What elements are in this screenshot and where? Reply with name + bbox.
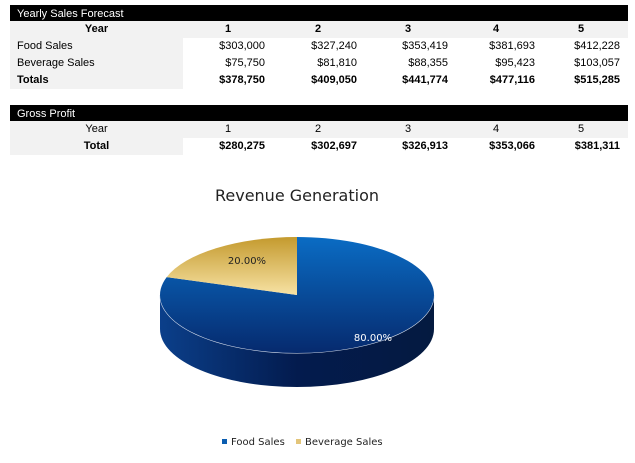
- cell: $280,275: [219, 140, 265, 152]
- cell: $327,240: [311, 40, 357, 52]
- cell: $477,116: [489, 74, 535, 86]
- legend-swatch-beverage: [296, 439, 301, 444]
- cell: $381,311: [574, 140, 620, 152]
- profit-table-title: Gross Profit: [10, 105, 628, 121]
- data-label-food: 80.00%: [354, 333, 392, 344]
- row-label: Food Sales: [10, 38, 183, 55]
- cell: $302,697: [311, 140, 357, 152]
- sales-forecast-table: Yearly Sales Forecast Year 1 2 3 4 5 Foo…: [10, 5, 628, 89]
- sales-table-title: Yearly Sales Forecast: [10, 5, 628, 21]
- cell: $353,066: [489, 140, 535, 152]
- year-5: 5: [578, 23, 585, 35]
- cell: $88,355: [408, 57, 448, 69]
- cell: $95,423: [495, 57, 535, 69]
- year-2: 2: [315, 123, 322, 135]
- data-label-beverage: 20.00%: [228, 256, 266, 267]
- chart-title: Revenue Generation: [215, 186, 379, 205]
- sales-header-row: Year 1 2 3 4 5: [10, 21, 628, 38]
- legend-label-beverage: Beverage Sales: [305, 437, 383, 448]
- year-2: 2: [315, 23, 322, 35]
- year-3: 3: [405, 23, 412, 35]
- row-label: Totals: [10, 72, 183, 89]
- year-1: 1: [225, 23, 232, 35]
- year-4: 4: [493, 23, 500, 35]
- food-sales-row: Food Sales $303,000 $327,240 $353,419 $3…: [10, 38, 628, 55]
- pie-slice-beverage: [166, 237, 297, 295]
- cell: $409,050: [311, 74, 357, 86]
- cell: $303,000: [219, 40, 265, 52]
- cell: $378,750: [219, 74, 265, 86]
- legend-label-food: Food Sales: [231, 437, 285, 448]
- profit-header-row: Year 1 2 3 4 5: [10, 121, 628, 138]
- cell: $515,285: [574, 74, 620, 86]
- legend-swatch-food: [222, 439, 227, 444]
- cell: $326,913: [402, 140, 448, 152]
- cell: $75,750: [225, 57, 265, 69]
- cell: $81,810: [317, 57, 357, 69]
- legend: Food Sales Beverage Sales: [222, 437, 383, 448]
- year-header: Year: [10, 21, 183, 38]
- year-1: 1: [225, 123, 232, 135]
- gross-profit-table: Gross Profit Year 1 2 3 4 5 Total $280,2…: [10, 105, 628, 155]
- year-4: 4: [493, 123, 500, 135]
- cell: $441,774: [402, 74, 448, 86]
- cell: $412,228: [574, 40, 620, 52]
- beverage-sales-row: Beverage Sales $75,750 $81,810 $88,355 $…: [10, 55, 628, 72]
- year-5: 5: [578, 123, 585, 135]
- cell: $353,419: [402, 40, 448, 52]
- pie-side-food: [160, 295, 434, 387]
- year-3: 3: [405, 123, 412, 135]
- row-label: Total: [10, 138, 183, 155]
- profit-total-row: Total $280,275 $302,697 $326,913 $353,06…: [10, 138, 628, 155]
- cell: $103,057: [574, 57, 620, 69]
- revenue-pie-chart: Revenue Generation 80.00% 20.00% Food Sal…: [159, 186, 435, 448]
- year-header: Year: [10, 121, 183, 138]
- row-label: Beverage Sales: [10, 55, 183, 72]
- totals-row: Totals $378,750 $409,050 $441,774 $477,1…: [10, 72, 628, 89]
- cell: $381,693: [489, 40, 535, 52]
